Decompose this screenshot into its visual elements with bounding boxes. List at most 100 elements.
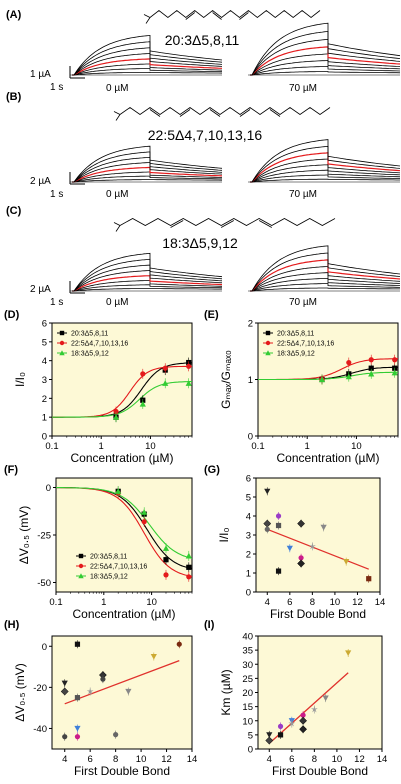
current-trace xyxy=(72,68,223,76)
current-trace xyxy=(250,265,401,292)
x-tick-label: 8 xyxy=(310,597,315,608)
x-tick-label: 0.1 xyxy=(45,441,58,452)
x-tick-label: 14 xyxy=(377,754,388,765)
current-trace xyxy=(72,53,223,76)
double-bond xyxy=(239,109,251,117)
x-tick-label: 14 xyxy=(187,754,198,765)
plot-area xyxy=(255,477,381,593)
panel-label-b: (B) xyxy=(6,91,22,103)
regression-line xyxy=(267,528,369,570)
current-trace xyxy=(250,38,401,76)
current-trace xyxy=(250,60,401,76)
x-tick-label: 10 xyxy=(351,441,362,452)
panel-label-h: (H) xyxy=(4,619,20,631)
current-trace xyxy=(250,277,401,292)
double-bond xyxy=(239,12,249,20)
current-trace xyxy=(72,284,223,292)
current-trace xyxy=(72,280,223,292)
scale-current-b: 2 µA xyxy=(30,176,51,187)
current-trace xyxy=(250,53,401,76)
x-tick-label: 8 xyxy=(312,754,317,765)
data-point xyxy=(265,340,271,346)
plot-area xyxy=(51,635,193,750)
panel-label-g: (G) xyxy=(204,464,220,476)
y-tick-label: 1 xyxy=(42,413,47,424)
conc-right-c: 70 µM xyxy=(289,297,317,308)
double-bond xyxy=(170,220,184,228)
conc-left-b: 0 µM xyxy=(106,189,128,200)
panel-label-i: (I) xyxy=(204,619,215,631)
x-tick-label: 4 xyxy=(267,754,272,765)
data-point xyxy=(115,488,122,494)
chart-f: 0.1 1 10 0 -25 -50 Concentration (µM) ΔV₀.₅ (mV… xyxy=(17,477,193,621)
data-point xyxy=(392,357,398,363)
x-tick-label: 14 xyxy=(375,597,386,608)
current-trace xyxy=(72,252,223,292)
current-trace xyxy=(250,158,401,183)
data-point xyxy=(277,732,284,738)
x-tick-label: 0.1 xyxy=(251,441,264,452)
traces-c-right xyxy=(248,245,401,292)
current-trace xyxy=(250,46,401,76)
current-trace xyxy=(72,258,223,292)
current-trace xyxy=(250,139,401,183)
scale-time-b: 1 s xyxy=(50,189,63,200)
data-point xyxy=(265,736,274,745)
x-tick-label: 6 xyxy=(88,754,93,765)
y-tick-label: 30 xyxy=(242,660,253,671)
lipid-structure-c-icon xyxy=(113,218,336,232)
current-trace xyxy=(72,34,223,76)
current-trace xyxy=(72,41,223,76)
current-trace xyxy=(250,164,401,183)
current-trace xyxy=(72,58,223,76)
scale-current-a: 1 µA xyxy=(30,69,51,80)
double-bond xyxy=(212,12,222,20)
current-trace xyxy=(250,174,400,183)
current-trace xyxy=(72,270,223,292)
current-trace xyxy=(250,287,400,292)
x-tick-label: 10 xyxy=(146,597,157,608)
data-point xyxy=(297,559,306,568)
y-tick-label: 0 xyxy=(246,588,251,599)
fit-curve xyxy=(52,380,193,418)
scale-current-c: 2 µA xyxy=(30,284,51,295)
data-point xyxy=(141,519,147,525)
regression-line xyxy=(64,660,180,705)
data-point xyxy=(78,553,84,559)
data-point xyxy=(275,522,282,529)
x-axis-label: Concentration (µM) xyxy=(73,607,176,621)
x-tick-label: 10 xyxy=(136,754,147,765)
data-point xyxy=(298,555,304,561)
current-trace xyxy=(250,30,401,76)
traces-a-right xyxy=(248,22,401,76)
chart-h: 4 6 8 10 12 14 0 -20 -40 First Double Bond ΔV₀.₅ (… xyxy=(13,635,198,778)
x-tick-label: 0.1 xyxy=(49,597,62,608)
current-trace xyxy=(72,156,223,183)
current-trace xyxy=(250,152,401,183)
current-trace xyxy=(250,145,401,183)
data-point xyxy=(368,365,374,371)
data-point xyxy=(345,650,352,657)
current-trace xyxy=(72,63,223,76)
x-tick-label: 4 xyxy=(265,597,270,608)
y-tick-label: 10 xyxy=(242,716,253,727)
y-tick-label: 5 xyxy=(42,337,47,348)
data-point xyxy=(288,720,296,727)
data-point xyxy=(141,509,148,515)
y-tick-label: 1 xyxy=(248,375,253,386)
data-point xyxy=(150,653,157,660)
chart-i: 4 6 8 10 12 14 0 5 10 15 20 25 30 35 40 First Double Bo… xyxy=(219,632,387,779)
current-trace xyxy=(250,259,401,292)
y-axis-label: I/I₀ xyxy=(217,527,231,542)
y-tick-label: -25 xyxy=(37,531,51,542)
conc-right-b: 70 µM xyxy=(289,189,317,200)
y-tick-label: 6 xyxy=(42,319,47,330)
legend-label: 22:5Δ4,7,10,13,16 xyxy=(90,564,147,571)
y-tick-label: 1 xyxy=(246,569,251,580)
legend-label: 20:3Δ5,8,11 xyxy=(71,331,108,338)
data-point xyxy=(286,545,293,552)
data-point xyxy=(78,563,84,569)
data-point xyxy=(318,376,326,383)
current-trace xyxy=(250,283,401,292)
